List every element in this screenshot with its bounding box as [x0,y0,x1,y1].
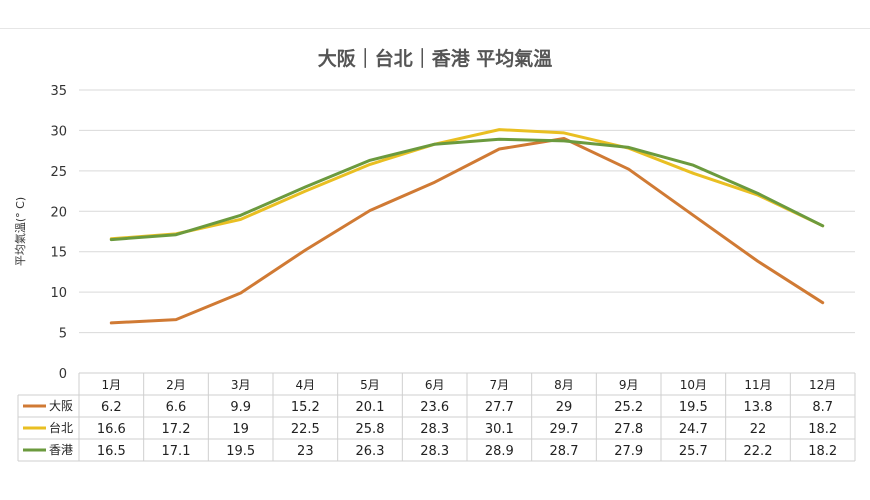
top-divider [0,28,870,29]
data-table-cell: 19 [232,422,249,437]
x-tick-label: 10月 [680,378,707,392]
legend-entry: 大阪 [49,399,73,413]
x-tick-label: 5月 [360,378,380,392]
y-tick-label: 30 [50,124,67,139]
y-tick-label: 25 [50,165,67,180]
chart-title: 大阪｜台北｜香港 平均氣溫 [317,48,553,70]
data-table-cell: 6.2 [101,400,122,415]
data-table-cell: 16.6 [97,422,126,437]
x-tick-label: 2月 [166,378,186,392]
data-table-cell: 6.6 [166,400,187,415]
data-table-cell: 17.2 [162,422,191,437]
y-tick-label: 35 [50,84,67,99]
data-table-cell: 28.7 [550,444,579,459]
x-tick-label: 8月 [554,378,574,392]
data-table-cell: 22 [750,422,767,437]
data-table-cell: 28.3 [420,422,449,437]
data-table-cell: 25.2 [614,400,643,415]
data-table-cell: 18.2 [808,422,837,437]
data-table-cell: 17.1 [162,444,191,459]
x-tick-label: 7月 [490,378,510,392]
data-table-cell: 20.1 [356,400,385,415]
y-tick-label: 5 [59,327,67,342]
data-table-cell: 23.6 [420,400,449,415]
data-table-cell: 27.7 [485,400,514,415]
data-table-cell: 18.2 [808,444,837,459]
data-table-cell: 26.3 [356,444,385,459]
data-table-cell: 30.1 [485,422,514,437]
x-tick-label: 1月 [102,378,122,392]
x-tick-label: 11月 [744,378,771,392]
x-tick-label: 3月 [231,378,251,392]
data-table-cell: 15.2 [291,400,320,415]
data-table-cell: 16.5 [97,444,126,459]
data-table-cell: 29 [556,400,573,415]
data-table-cell: 28.9 [485,444,514,459]
legend-entry: 台北 [49,420,73,435]
y-tick-label: 0 [59,367,67,382]
data-table-cell: 19.5 [226,444,255,459]
x-tick-label: 4月 [296,378,316,392]
data-table-cell: 13.8 [744,400,773,415]
y-tick-label: 15 [50,246,67,261]
series-line-香港 [109,137,825,242]
data-table-cell: 25.8 [356,422,385,437]
y-tick-label: 20 [50,205,67,220]
data-table-cell: 22.2 [744,444,773,459]
x-tick-label: 12月 [809,378,836,392]
data-table-cell: 22.5 [291,422,320,437]
y-tick-label: 10 [50,286,67,301]
data-table-cell: 24.7 [679,422,708,437]
data-table-cell: 27.8 [614,422,643,437]
series-line-大阪 [109,137,825,325]
legend-entry: 香港 [49,443,73,457]
data-table-cell: 9.9 [230,400,251,415]
data-table-cell: 25.7 [679,444,708,459]
series-line-台北 [109,128,825,241]
data-table-cell: 23 [297,444,314,459]
data-table-cell: 8.7 [812,400,833,415]
data-table-cell: 28.3 [420,444,449,459]
x-tick-label: 9月 [619,378,639,392]
data-table-cell: 27.9 [614,444,643,459]
data-table-cell: 19.5 [679,400,708,415]
data-table-cell: 29.7 [550,422,579,437]
x-tick-label: 6月 [425,378,445,392]
y-axis-label: 平均氣溫(° C) [13,197,27,266]
